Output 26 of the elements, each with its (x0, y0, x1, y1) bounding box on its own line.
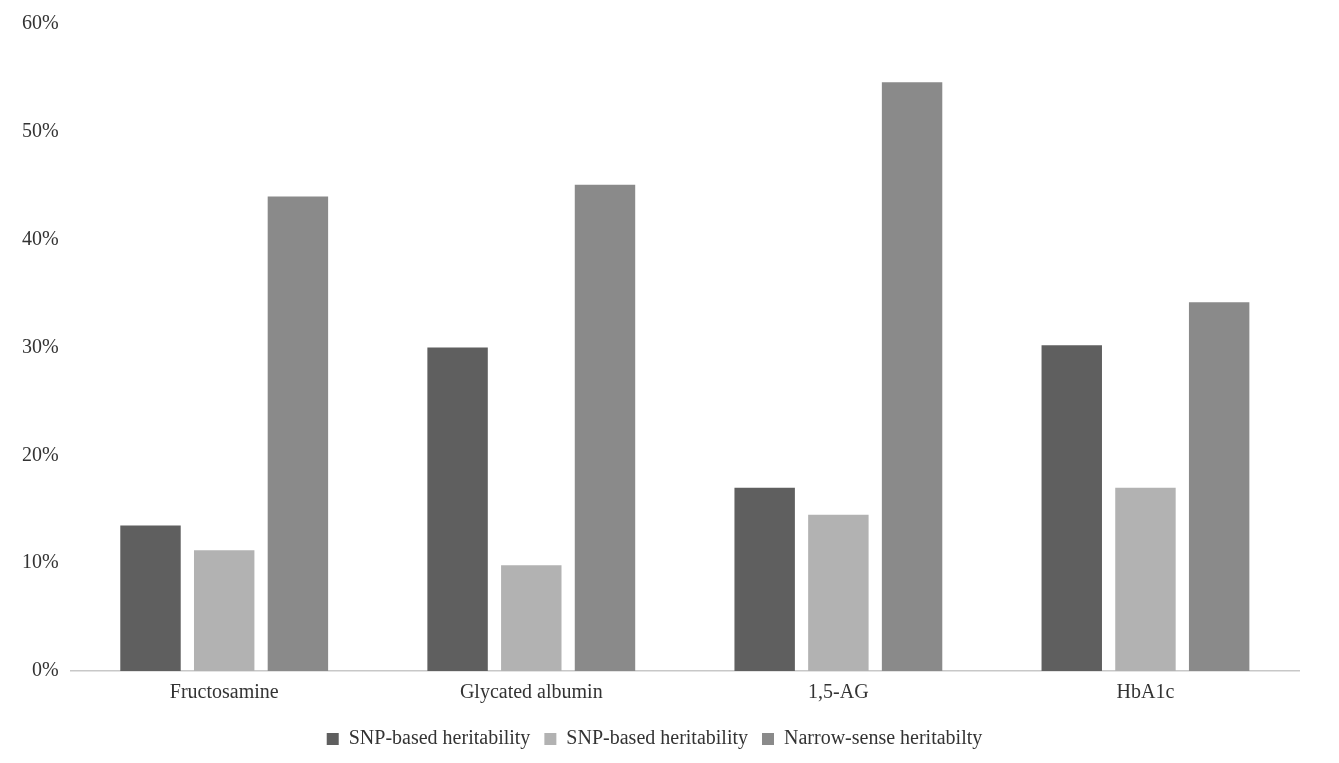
y-tick-label: 20% (21, 442, 59, 465)
legend-label: SNP-based heritability (348, 726, 531, 750)
y-tick-label: 60% (21, 11, 59, 34)
bar (267, 196, 329, 671)
y-tick-label: 40% (21, 226, 59, 249)
legend-label: SNP-based heritability (566, 726, 749, 750)
bar (120, 525, 181, 671)
x-tick-label: 1,5-AG (808, 680, 869, 703)
bar (501, 565, 562, 671)
bar (427, 347, 488, 671)
bar (193, 550, 255, 671)
legend-label: Narrow-sense heritabilty (784, 726, 983, 750)
bar (1115, 487, 1176, 671)
x-tick-label: Glycated albumin (459, 680, 603, 704)
y-tick-label: 50% (21, 119, 59, 142)
x-tick-label: Fructosamine (169, 680, 279, 703)
y-tick-label: 10% (21, 550, 59, 573)
bar (1188, 302, 1250, 671)
bar (574, 184, 636, 671)
bar (1041, 345, 1102, 671)
y-tick-label: 0% (31, 658, 59, 681)
y-tick-label: 30% (21, 334, 59, 357)
x-tick-label: HbA1c (1116, 680, 1175, 703)
bar (808, 514, 869, 671)
bar (734, 487, 795, 671)
bar (881, 82, 943, 671)
